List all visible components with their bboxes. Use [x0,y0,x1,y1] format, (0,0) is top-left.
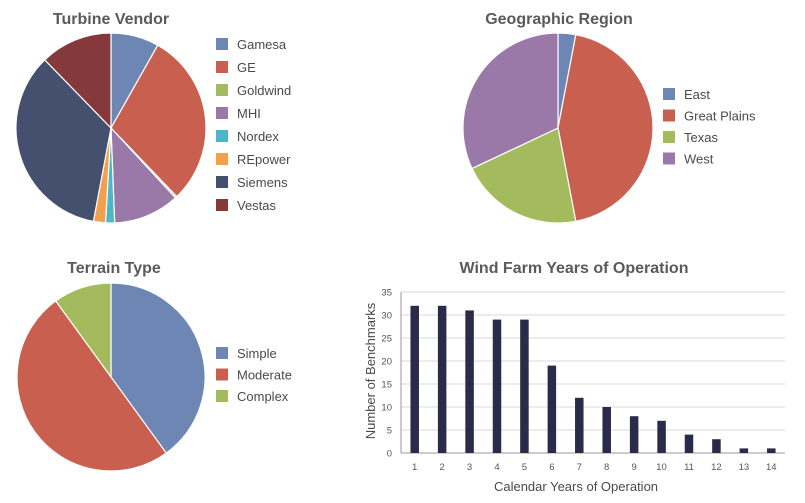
legend-label-complex: Complex [237,389,289,404]
legend-label-mhi: MHI [237,106,261,121]
legend-label-east: East [684,87,710,102]
pie-slice-texas [471,127,577,224]
x-tick-11: 11 [684,462,694,473]
bar-6 [547,365,557,453]
y-tick-25: 25 [381,334,392,345]
bar-chart-y-axis-label: Number of Benchmarks [363,302,378,439]
x-tick-6: 6 [549,462,554,473]
years-of-operation-title: Wind Farm Years of Operation [460,260,689,277]
y-tick-30: 30 [381,311,392,322]
bar-chart-y-ticks: 0 5 10 15 20 25 30 35 [381,288,392,460]
y-tick-5: 5 [387,426,392,437]
pie-slice-simple [110,282,206,454]
legend-swatch-gamesa [216,38,228,50]
legend-swatch-great-plains [663,109,675,122]
legend-swatch-mhi [216,107,228,119]
bar-13 [739,448,749,453]
x-tick-4: 4 [494,462,499,473]
bar-5 [520,319,529,453]
x-tick-14: 14 [766,462,777,473]
y-tick-20: 20 [381,357,392,368]
legend-label-texas: Texas [684,130,718,145]
turbine-vendor-chart: Turbine Vendor Gamesa GE Goldwind MHI Nordex… [15,11,291,224]
legend-label-west: West [684,152,714,167]
x-tick-3: 3 [467,462,472,473]
legend-label-goldwind: Goldwind [237,83,291,98]
legend-swatch-complex [216,390,228,402]
legend-label-repower: REpower [237,152,291,167]
legend-swatch-repower [216,153,228,165]
legend-swatch-east [663,88,675,100]
pie-slice-moderate [16,300,168,472]
bar-chart-x-axis-label: Calendar Years of Operation [494,479,658,494]
bar-10 [657,420,666,453]
terrain-type-legend: Simple Moderate Complex [216,346,292,404]
geographic-region-slices [462,32,654,224]
legend-swatch-nordex [216,130,228,142]
terrain-type-title: Terrain Type [67,260,161,277]
years-of-operation-chart: Wind Farm Years of Operation 05101520253… [363,260,785,494]
terrain-type-chart: Terrain Type Simple Moderate Complex [16,260,292,472]
turbine-vendor-title: Turbine Vendor [53,11,169,28]
pie-slice-great-plains [557,33,654,223]
legend-swatch-simple [216,347,228,359]
bar-chart-bars [410,305,776,453]
y-tick-35: 35 [381,288,392,299]
legend-swatch-goldwind [216,84,228,96]
turbine-vendor-slices [15,32,207,224]
legend-label-nordex: Nordex [237,129,279,144]
x-tick-10: 10 [656,462,667,473]
pie-slice-west [462,32,559,170]
bar-7 [575,397,584,453]
x-tick-1: 1 [412,462,417,473]
x-tick-9: 9 [631,462,636,473]
bar-2 [437,305,447,453]
legend-label-vestas: Vestas [237,198,277,213]
bar-chart-gridlines [400,291,785,454]
bar-1 [410,305,419,453]
geographic-region-chart: Geographic Region East Great Plains Texas W… [462,11,756,224]
pie-slice-mhi [110,126,177,224]
x-tick-8: 8 [604,462,609,473]
y-tick-15: 15 [381,380,392,391]
geographic-region-legend: East Great Plains Texas West [663,87,756,167]
pie-slice-siemens [15,59,112,223]
legend-label-great-plains: Great Plains [684,109,756,124]
legend-label-gamesa: Gamesa [237,37,287,52]
x-tick-7: 7 [577,462,582,473]
bar-4 [492,319,502,453]
bar-14 [767,448,776,453]
pie-slice-ge [110,44,207,198]
legend-label-moderate: Moderate [237,368,292,383]
legend-swatch-ge [216,61,228,73]
legend-swatch-moderate [216,368,228,381]
legend-swatch-vestas [216,199,228,211]
y-tick-10: 10 [381,403,392,414]
x-tick-5: 5 [522,462,527,473]
geographic-region-title: Geographic Region [485,11,633,28]
legend-swatch-texas [663,131,675,143]
bar-9 [629,416,639,453]
legend-swatch-siemens [216,176,228,188]
legend-label-ge: GE [237,60,256,75]
turbine-vendor-legend: Gamesa GE Goldwind MHI Nordex REpower Siemens V… [216,37,291,213]
bar-11 [684,434,694,453]
x-tick-2: 2 [439,462,444,473]
legend-swatch-west [663,152,675,165]
bar-12 [712,439,721,453]
y-tick-0: 0 [387,449,392,460]
x-tick-12: 12 [711,462,722,473]
pie-slice-vestas [43,32,112,130]
legend-label-siemens: Siemens [237,175,288,190]
legend-label-simple: Simple [237,346,277,361]
x-tick-13: 13 [739,462,750,473]
bar-8 [602,407,611,453]
pie-slice-complex [54,282,112,379]
bar-3 [465,310,474,453]
bar-chart-x-ticks: 1 2 3 4 5 6 7 8 9 10 11 12 13 14 [412,462,777,473]
terrain-type-slices [16,282,206,472]
